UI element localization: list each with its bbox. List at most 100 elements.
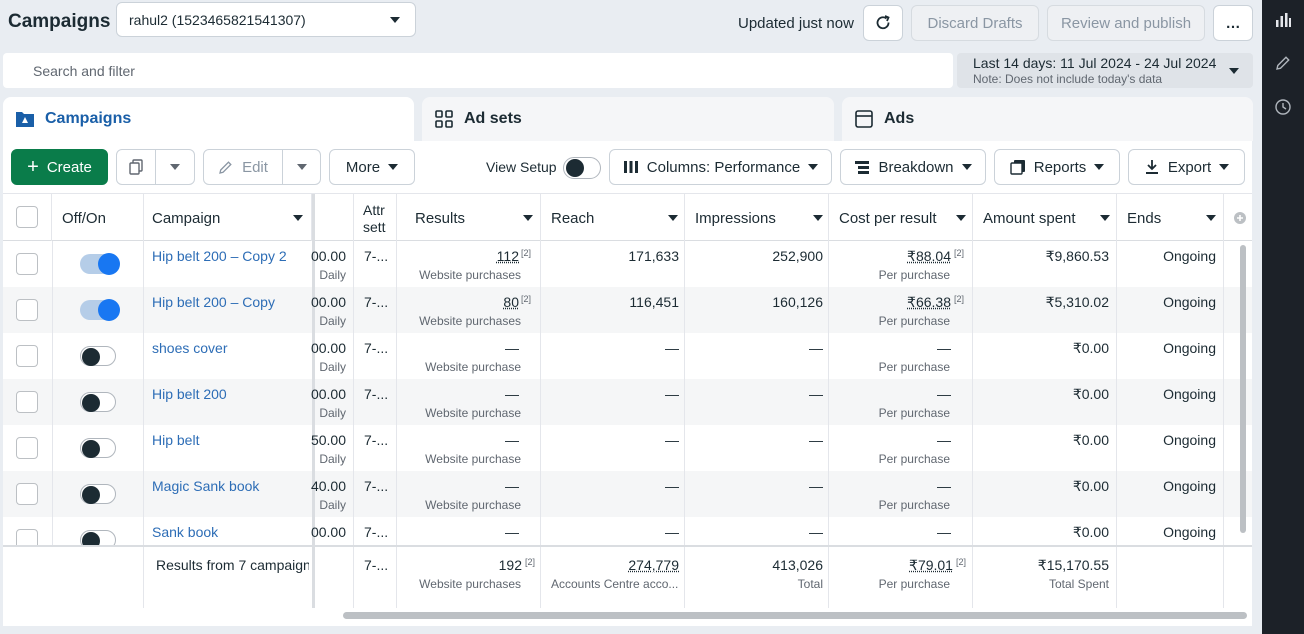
totals-spent-sub: Total Spent: [1048, 577, 1109, 591]
budget-value: 00.00: [310, 340, 346, 356]
discard-drafts-button[interactable]: Discard Drafts: [911, 5, 1039, 41]
search-input[interactable]: Search and filter: [3, 53, 953, 88]
row-checkbox[interactable]: [16, 253, 38, 275]
amount-spent-value: ₹0.00: [1072, 524, 1109, 540]
results-type: Website purchase: [425, 406, 521, 420]
more-button[interactable]: More: [329, 149, 415, 185]
campaign-name-link[interactable]: Hip belt 200 – Copy 2: [152, 248, 287, 264]
chevron-down-icon: [808, 164, 819, 170]
cost-per-result-value[interactable]: ₹66.38: [907, 294, 951, 310]
more-options-button[interactable]: …: [1213, 5, 1253, 41]
table-row[interactable]: Hip belt 200 – Copy 00.00 Daily 7-... 80 [2] W…: [3, 287, 1252, 333]
budget-type: Daily: [319, 498, 346, 512]
col-impressions[interactable]: Impressions: [685, 194, 829, 242]
results-number[interactable]: 80: [503, 294, 519, 310]
campaign-name-link[interactable]: Hip belt 200 – Copy: [152, 294, 275, 310]
chart-icon[interactable]: [1274, 11, 1292, 29]
duplicate-button[interactable]: [116, 149, 156, 185]
campaign-toggle[interactable]: [80, 438, 116, 458]
sort-icon: [293, 215, 303, 221]
totals-cpr-value[interactable]: ₹79.01: [909, 557, 953, 573]
add-column-button[interactable]: [1224, 194, 1252, 242]
create-button[interactable]: + Create: [11, 149, 108, 185]
impressions-value: —: [809, 432, 823, 448]
review-publish-button[interactable]: Review and publish: [1047, 5, 1205, 41]
vertical-scrollbar[interactable]: [1240, 245, 1246, 533]
col-offon[interactable]: Off/On: [52, 194, 144, 242]
edit-dropdown[interactable]: [282, 149, 321, 185]
col-results-label: Results: [415, 209, 466, 227]
campaign-toggle[interactable]: [80, 299, 120, 321]
export-button[interactable]: Export: [1128, 149, 1245, 185]
tab-ads[interactable]: Ads: [842, 97, 1253, 141]
date-range-picker[interactable]: Last 14 days: 11 Jul 2024 - 24 Jul 2024 …: [957, 53, 1253, 88]
row-checkbox[interactable]: [16, 391, 38, 413]
campaign-name-link[interactable]: Hip belt 200: [152, 386, 227, 402]
row-checkbox[interactable]: [16, 345, 38, 367]
row-checkbox[interactable]: [16, 437, 38, 459]
col-results[interactable]: Results: [397, 194, 541, 242]
impressions-value: —: [809, 524, 823, 540]
table-row[interactable]: Hip belt 200 00.00 Daily 7-... — Website purc…: [3, 379, 1252, 425]
select-all-checkbox[interactable]: [16, 206, 38, 228]
row-checkbox[interactable]: [16, 299, 38, 321]
results-number: —: [505, 524, 519, 540]
cost-per-result-value[interactable]: ₹88.04: [907, 248, 951, 264]
sort-icon: [956, 215, 966, 221]
campaign-name-link[interactable]: shoes cover: [152, 340, 228, 356]
col-campaign[interactable]: Campaign: [144, 194, 312, 242]
duplicate-dropdown[interactable]: [155, 149, 195, 185]
results-value: 112: [497, 248, 519, 264]
table-row[interactable]: Hip belt 50.00 Daily 7-... — Website purchase…: [3, 425, 1252, 471]
budget-value: 00.00: [310, 386, 346, 402]
campaign-name-link[interactable]: Hip belt: [152, 432, 200, 448]
tab-campaigns-label: Campaigns: [45, 110, 132, 127]
campaign-toggle[interactable]: [80, 392, 116, 412]
reach-value: —: [665, 524, 679, 540]
col-ends[interactable]: Ends: [1117, 194, 1224, 242]
results-type: Website purchases: [419, 314, 521, 328]
table-row[interactable]: Hip belt 200 – Copy 2 00.00 Daily 7-... 112[…: [3, 241, 1252, 287]
campaign-name-link[interactable]: Sank book: [152, 524, 219, 540]
campaign-name-link[interactable]: Magic Sank book: [152, 478, 260, 494]
ends-value: Ongoing: [1163, 386, 1216, 402]
table-row[interactable]: shoes cover 00.00 Daily 7-... — Website purch…: [3, 333, 1252, 379]
totals-results-value: 192: [498, 557, 522, 573]
col-budget[interactable]: [312, 194, 354, 242]
results-number: —: [505, 478, 519, 494]
chevron-down-icon: [1229, 68, 1239, 74]
tab-campaigns[interactable]: Campaigns: [3, 97, 414, 141]
row-checkbox[interactable]: [16, 483, 38, 505]
account-selector[interactable]: rahul2 (1523465821541307): [116, 2, 416, 37]
totals-reach[interactable]: 274,779: [628, 557, 679, 573]
campaign-toggle[interactable]: [80, 253, 120, 275]
table-row[interactable]: Magic Sank book 40.00 Daily 7-... — Website p…: [3, 471, 1252, 517]
edit-button[interactable]: Edit: [203, 149, 283, 185]
col-amount-spent[interactable]: Amount spent: [973, 194, 1117, 242]
col-cost-per-result[interactable]: Cost per result: [829, 194, 973, 242]
ends-value: Ongoing: [1163, 524, 1216, 540]
columns-button[interactable]: Columns: Performance: [609, 149, 832, 185]
select-all-cell: [3, 194, 52, 242]
budget-type: Daily: [319, 406, 346, 420]
campaign-toggle[interactable]: [80, 346, 116, 366]
col-reach[interactable]: Reach: [541, 194, 685, 242]
results-number[interactable]: 112: [496, 248, 519, 264]
history-icon[interactable]: [1274, 98, 1292, 116]
footnote-badge: [2]: [954, 248, 965, 258]
horizontal-scrollbar[interactable]: [343, 612, 1247, 619]
view-setup-toggle[interactable]: [563, 157, 601, 179]
tab-ad-sets[interactable]: Ad sets: [422, 97, 834, 141]
budget-value: 50.00: [310, 432, 346, 448]
reports-icon: [1010, 160, 1025, 175]
breakdown-button[interactable]: Breakdown: [840, 149, 986, 185]
col-attribution[interactable]: Attr sett: [354, 194, 397, 242]
attribution-value: 7-...: [364, 478, 389, 494]
impressions-value: 160,126: [772, 294, 823, 310]
refresh-button[interactable]: [863, 5, 903, 41]
reports-button[interactable]: Reports: [994, 149, 1120, 185]
attribution-value: 7-...: [364, 248, 389, 264]
campaign-toggle[interactable]: [80, 484, 116, 504]
pencil-icon[interactable]: [1274, 54, 1292, 72]
amount-spent-value: ₹5,310.02: [1045, 294, 1109, 310]
